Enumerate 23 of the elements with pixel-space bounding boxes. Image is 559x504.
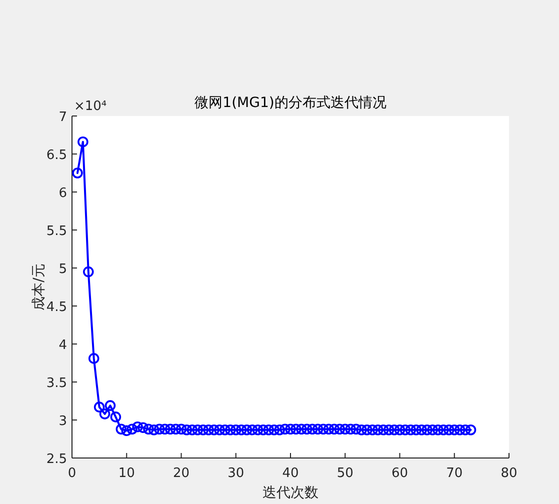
y-axis-title: 成本/元 [31, 264, 47, 310]
y-tick-label: 3.5 [46, 376, 67, 391]
y-tick-label: 3 [58, 414, 67, 429]
y-tick-label: 5.5 [46, 224, 67, 239]
x-tick-label: 80 [500, 466, 518, 481]
chart-title: 微网1(MG1)的分布式迭代情况 [194, 95, 386, 111]
text: ×10⁴ [74, 99, 107, 114]
y-tick-label: 6.5 [46, 148, 67, 163]
x-axis-title: 迭代次数 [262, 485, 318, 501]
x-tick-label: 0 [68, 466, 76, 481]
y-tick-label: 6 [58, 186, 67, 201]
y-tick-label: 7 [58, 110, 67, 125]
x-tick-label: 40 [282, 466, 299, 481]
x-tick-label: 50 [336, 466, 354, 481]
x-tick-label: 10 [118, 466, 135, 481]
x-tick-label: 70 [446, 466, 463, 481]
y-tick-label: 4.5 [46, 300, 67, 315]
y-tick-label: 5 [58, 262, 67, 277]
x-tick-label: 20 [172, 466, 190, 481]
y-tick-label: 2.5 [46, 452, 67, 467]
y-tick-label: 4 [58, 338, 67, 353]
x-tick-label: 30 [228, 466, 244, 481]
x-tick-label: 60 [391, 466, 408, 481]
